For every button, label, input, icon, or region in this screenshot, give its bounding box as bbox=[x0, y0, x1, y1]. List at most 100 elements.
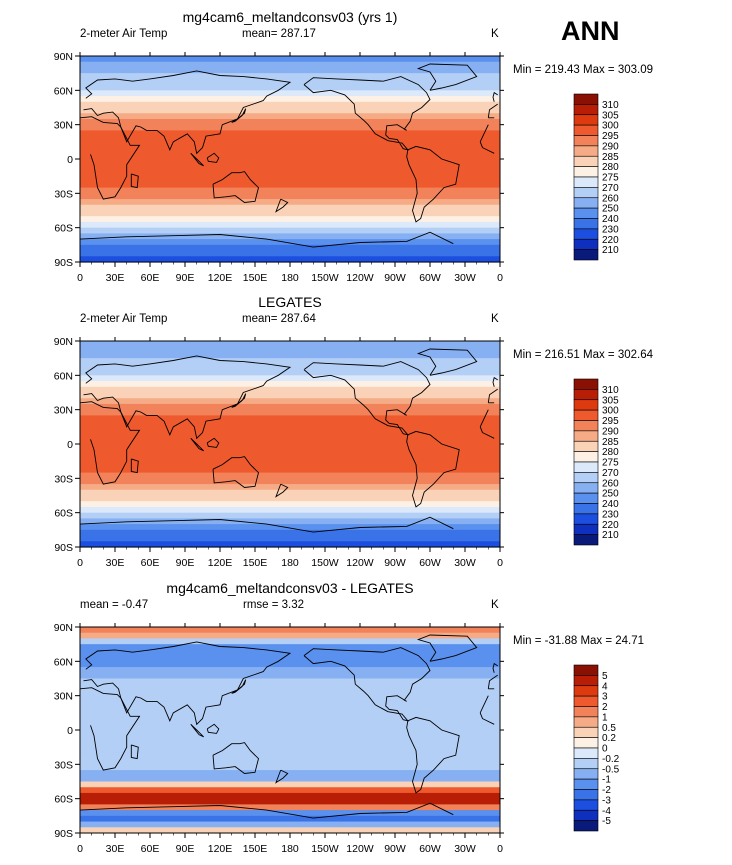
colorbar-label: 260 bbox=[602, 193, 619, 204]
colorbar-swatch bbox=[573, 778, 599, 790]
heatmap-cell bbox=[80, 164, 500, 172]
x-tick-label: 120E bbox=[208, 557, 233, 569]
heatmap-cell bbox=[80, 735, 500, 743]
heatmap-cell bbox=[80, 672, 500, 680]
colorbar-label: 0 bbox=[602, 744, 608, 755]
coastline bbox=[79, 116, 495, 200]
colorbar-swatch bbox=[573, 135, 599, 147]
x-tick-label: 180 bbox=[281, 843, 299, 855]
heatmap-cell bbox=[80, 130, 500, 137]
heatmap-cell bbox=[80, 67, 500, 74]
heatmap-cell bbox=[80, 256, 500, 263]
y-tick-label: 90N bbox=[54, 336, 73, 348]
colorbar-label: 210 bbox=[602, 245, 619, 256]
heatmap-cell bbox=[80, 707, 500, 714]
colorbar-label: 300 bbox=[602, 406, 619, 417]
x-tick-label: 0 bbox=[77, 272, 83, 284]
colorbar-swatch bbox=[573, 420, 599, 432]
minmax-label: Min = -31.88 Max = 24.71 bbox=[513, 635, 645, 647]
heatmap-cell bbox=[80, 638, 500, 645]
heatmap-cell bbox=[80, 455, 500, 462]
colorbar-label: -0.2 bbox=[602, 754, 620, 765]
colorbar-swatch bbox=[573, 228, 599, 240]
heatmap-cell bbox=[80, 695, 500, 702]
coastline bbox=[190, 723, 205, 738]
colorbar-label: 285 bbox=[602, 152, 619, 163]
colorbar-swatch bbox=[573, 104, 599, 116]
y-tick-label: 0 bbox=[67, 439, 73, 451]
colorbar-label: 285 bbox=[602, 437, 619, 448]
map-plot: 0 30E 60E 90E 120E 150E 180 150W 120W 90W 60W 30W 09… bbox=[54, 51, 504, 284]
colorbar-swatch bbox=[573, 461, 599, 473]
heatmap-cell bbox=[80, 369, 500, 376]
colorbar-swatch bbox=[573, 664, 599, 676]
heatmap-cell bbox=[80, 221, 500, 229]
x-tick-label: 30W bbox=[454, 557, 476, 569]
coastline bbox=[231, 679, 247, 694]
heatmap-cell bbox=[80, 153, 500, 160]
colorbar-label: 300 bbox=[602, 121, 619, 132]
heatmap-cell bbox=[80, 96, 500, 103]
heatmap-cell bbox=[80, 409, 500, 416]
colorbar-swatch bbox=[573, 249, 599, 261]
heatmap-cell bbox=[80, 346, 500, 354]
colorbar-label: 230 bbox=[602, 224, 619, 235]
coastline bbox=[303, 361, 431, 436]
minmax-label: Min = 219.43 Max = 303.09 bbox=[513, 64, 654, 76]
colorbar-label: 210 bbox=[602, 530, 619, 541]
x-tick-label: 0 bbox=[497, 272, 503, 284]
y-tick-label: 60N bbox=[54, 370, 73, 382]
colorbar-swatch bbox=[573, 799, 599, 811]
left-label: 2-meter Air Temp bbox=[80, 28, 168, 40]
heatmap-cell bbox=[80, 239, 500, 246]
heatmap-cell bbox=[80, 244, 500, 252]
colorbar-label: 270 bbox=[602, 183, 619, 194]
heatmap-cell bbox=[80, 56, 500, 63]
x-tick-label: 60W bbox=[419, 557, 441, 569]
heatmap-cell bbox=[80, 712, 500, 720]
heatmap-cell bbox=[80, 632, 500, 640]
y-tick-label: 30N bbox=[54, 691, 73, 703]
colorbar-label: 260 bbox=[602, 478, 619, 489]
heatmap-cell bbox=[80, 506, 500, 514]
heatmap-cell bbox=[80, 678, 500, 685]
coastline bbox=[492, 376, 498, 387]
colorbar-label: 3 bbox=[602, 692, 608, 703]
coastline bbox=[206, 437, 220, 448]
x-tick-label: 0 bbox=[497, 557, 503, 569]
x-tick-label: 150W bbox=[311, 557, 339, 569]
heatmap-cell bbox=[80, 101, 500, 109]
colorbar-label: 0.5 bbox=[602, 723, 616, 734]
heatmap-cell bbox=[80, 815, 500, 823]
heatmap-cell bbox=[80, 438, 500, 445]
season-label: ANN bbox=[561, 16, 620, 46]
heatmap-cell bbox=[80, 124, 500, 131]
coastline bbox=[83, 641, 498, 726]
colorbar-swatch bbox=[573, 114, 599, 126]
heatmap-cell bbox=[80, 644, 500, 651]
coastline bbox=[83, 70, 498, 155]
coastline bbox=[275, 769, 289, 784]
heatmap-cell bbox=[80, 392, 500, 399]
panel-title: mg4cam6_meltandconsv03 (yrs 1) bbox=[182, 9, 398, 25]
colorbar-swatch bbox=[573, 675, 599, 687]
map-plot: 0 30E 60E 90E 120E 150E 180 150W 120W 90W 60W 30W 09… bbox=[54, 336, 504, 569]
x-tick-label: 90E bbox=[176, 272, 195, 284]
units-label: K bbox=[491, 28, 499, 40]
center-label: mean= 287.17 bbox=[242, 28, 316, 40]
heatmap-cell bbox=[80, 804, 500, 811]
heatmap-cell bbox=[80, 466, 500, 474]
coastline bbox=[303, 647, 431, 722]
heatmap-cell bbox=[80, 792, 500, 800]
colorbar-swatch bbox=[573, 197, 599, 209]
colorbar-swatch bbox=[573, 440, 599, 452]
heatmap-cell bbox=[80, 444, 500, 451]
heatmap-cell bbox=[80, 821, 500, 828]
x-tick-label: 90W bbox=[384, 272, 406, 284]
heatmap-cell bbox=[80, 529, 500, 537]
heatmap-cell bbox=[80, 484, 500, 491]
y-tick-label: 60S bbox=[54, 508, 73, 520]
heatmap-cell bbox=[80, 159, 500, 166]
heatmap-cell bbox=[80, 136, 500, 143]
panel-title: mg4cam6_meltandconsv03 - LEGATES bbox=[166, 580, 414, 596]
